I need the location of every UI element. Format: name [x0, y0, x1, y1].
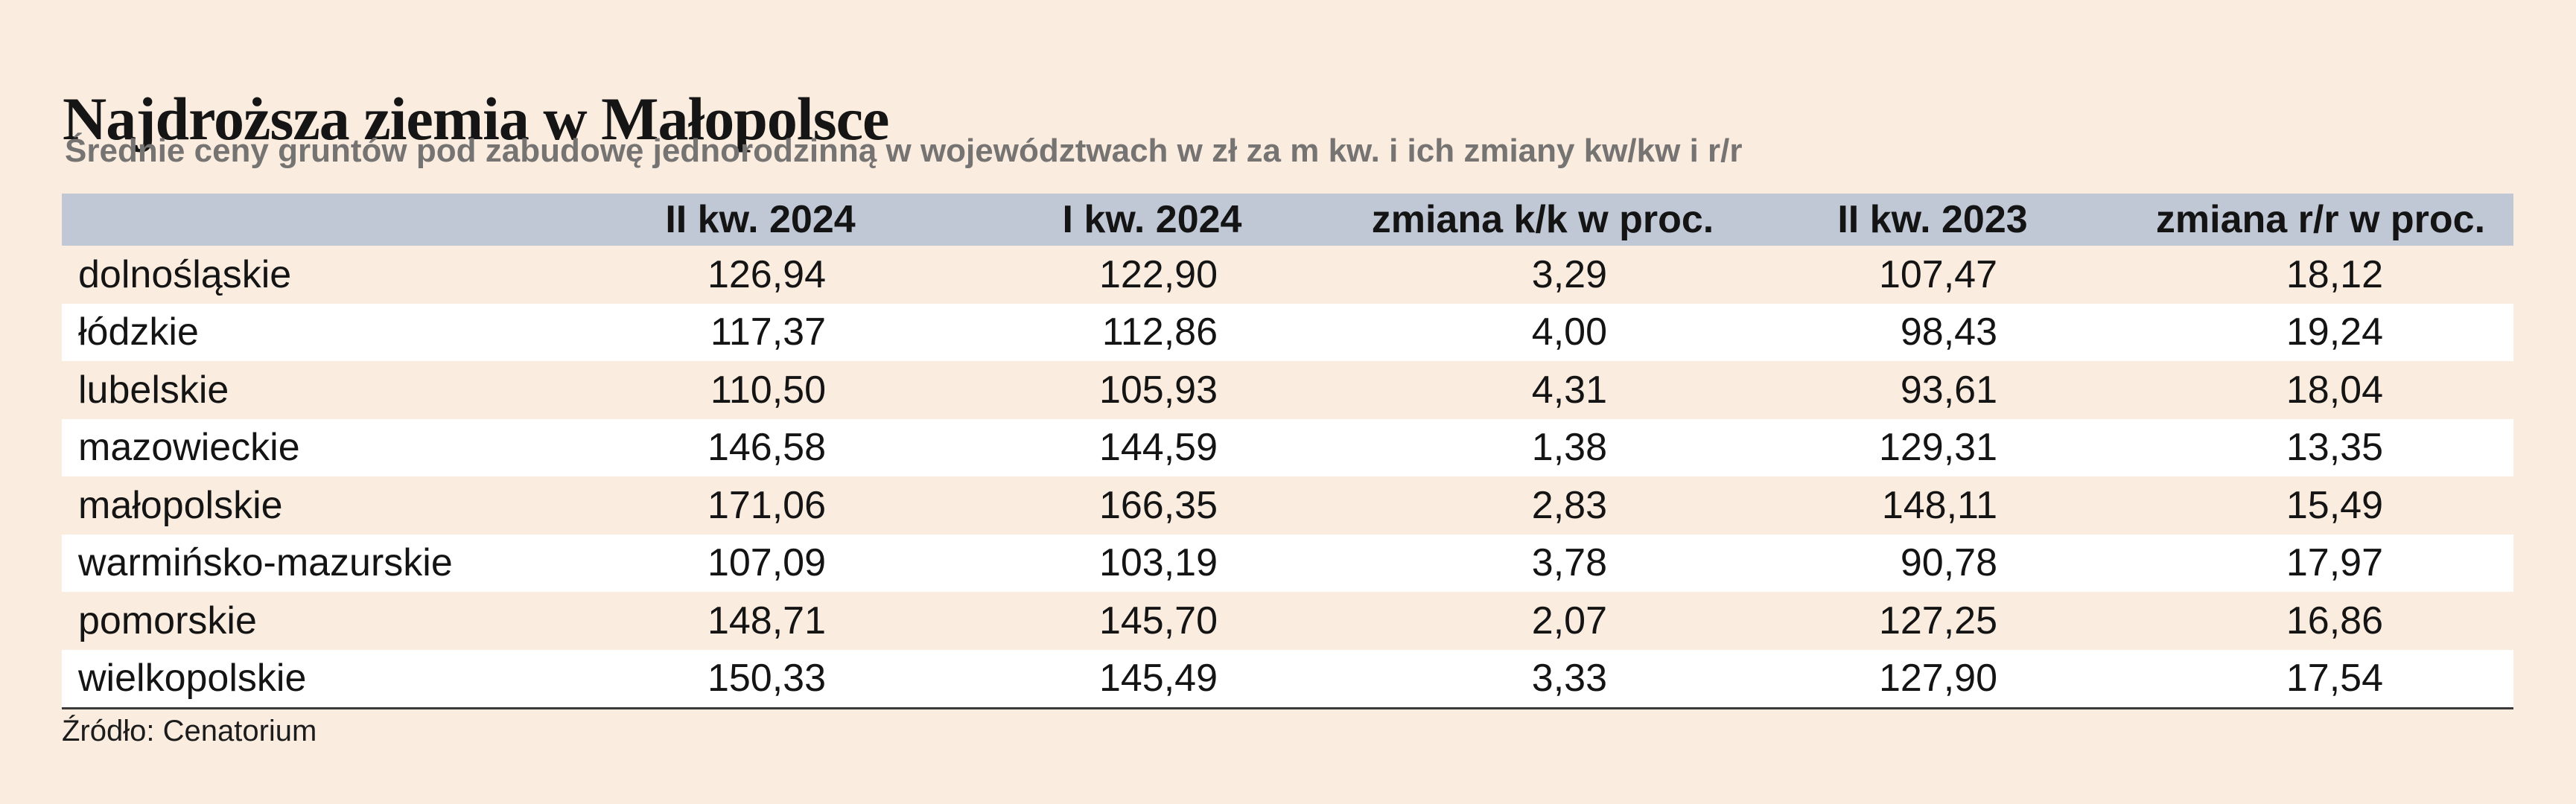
column-header-q2-2023: II kw. 2023: [1837, 198, 2028, 241]
region-name-cell: dolnośląskie: [78, 252, 292, 296]
value-cell: 15,49: [2286, 483, 2383, 527]
data-table: II kw. 2024 I kw. 2024 zmiana k/k w proc…: [62, 194, 2513, 707]
value-cell: 171,06: [707, 483, 826, 527]
table-row: warmińsko-mazurskie 107,09 103,19 3,78 9…: [62, 534, 2513, 592]
value-cell: 1,38: [1531, 426, 1607, 470]
value-cell: 16,86: [2286, 599, 2383, 642]
value-cell: 93,61: [1900, 368, 1997, 412]
table-header-row: II kw. 2024 I kw. 2024 zmiana k/k w proc…: [62, 194, 2513, 246]
table-row: dolnośląskie 126,94 122,90 3,29 107,47 1…: [62, 246, 2513, 304]
column-header-change-yy: zmiana r/r w proc.: [2155, 198, 2486, 241]
value-cell: 145,70: [1098, 599, 1218, 642]
value-cell: 127,25: [1878, 599, 1997, 642]
chart-subtitle: Średnie ceny gruntów pod zabudowę jednor…: [65, 133, 1743, 169]
column-header-q1-2024: I kw. 2024: [1062, 198, 1242, 241]
value-cell: 98,43: [1900, 310, 1997, 354]
value-cell: 17,97: [2286, 541, 2383, 585]
value-cell: 13,35: [2286, 426, 2383, 470]
value-cell: 2,07: [1531, 599, 1607, 642]
region-name-cell: pomorskie: [78, 599, 257, 642]
region-name-cell: małopolskie: [78, 483, 283, 527]
source-note: Źródło: Cenatorium: [62, 715, 317, 747]
value-cell: 107,09: [707, 541, 826, 585]
region-name-cell: warmińsko-mazurskie: [78, 541, 453, 585]
value-cell: 129,31: [1878, 426, 1997, 470]
region-name-cell: mazowieckie: [78, 426, 300, 470]
column-header-q2-2024: II kw. 2024: [665, 198, 856, 241]
value-cell: 2,83: [1531, 483, 1607, 527]
source-divider: Źródło: Cenatorium: [62, 707, 2513, 748]
table-row: lubelskie 110,50 105,93 4,31 93,61 18,04: [62, 361, 2513, 419]
value-cell: 148,71: [707, 599, 826, 642]
table-row: mazowieckie 146,58 144,59 1,38 129,31 13…: [62, 418, 2513, 476]
value-cell: 117,37: [710, 310, 826, 354]
column-header-change-qq: zmiana k/k w proc.: [1371, 198, 1714, 241]
value-cell: 148,11: [1881, 483, 1997, 527]
value-cell: 107,47: [1878, 252, 1997, 296]
value-cell: 112,86: [1101, 310, 1218, 354]
value-cell: 3,78: [1531, 541, 1607, 585]
value-cell: 110,50: [710, 368, 826, 412]
value-cell: 166,35: [1098, 483, 1218, 527]
value-cell: 17,54: [2286, 657, 2383, 701]
value-cell: 3,33: [1531, 657, 1607, 701]
chart-title: Najdroższa ziemia w Małopolsce: [63, 84, 889, 153]
table-row: wielkopolskie 150,33 145,49 3,33 127,90 …: [62, 649, 2513, 707]
value-cell: 105,93: [1098, 368, 1218, 412]
value-cell: 4,31: [1531, 368, 1607, 412]
value-cell: 103,19: [1098, 541, 1218, 585]
value-cell: 18,04: [2286, 368, 2383, 412]
value-cell: 90,78: [1900, 541, 1997, 585]
value-cell: 19,24: [2286, 310, 2383, 354]
value-cell: 18,12: [2286, 252, 2383, 296]
region-name-cell: łódzkie: [78, 310, 199, 354]
table-row: łódzkie 117,37 112,86 4,00 98,43 19,24: [62, 303, 2513, 361]
value-cell: 144,59: [1098, 426, 1218, 470]
table-row: małopolskie 171,06 166,35 2,83 148,11 15…: [62, 476, 2513, 535]
value-cell: 4,00: [1531, 310, 1607, 354]
value-cell: 150,33: [707, 657, 826, 701]
value-cell: 145,49: [1098, 657, 1218, 701]
value-cell: 127,90: [1878, 657, 1997, 701]
value-cell: 146,58: [707, 426, 826, 470]
value-cell: 126,94: [707, 252, 826, 296]
value-cell: 122,90: [1098, 252, 1218, 296]
table-body: dolnośląskie 126,94 122,90 3,29 107,47 1…: [62, 246, 2513, 707]
value-cell: 3,29: [1531, 252, 1607, 296]
region-name-cell: lubelskie: [78, 368, 229, 412]
region-name-cell: wielkopolskie: [78, 657, 307, 701]
table-row: pomorskie 148,71 145,70 2,07 127,25 16,8…: [62, 592, 2513, 650]
